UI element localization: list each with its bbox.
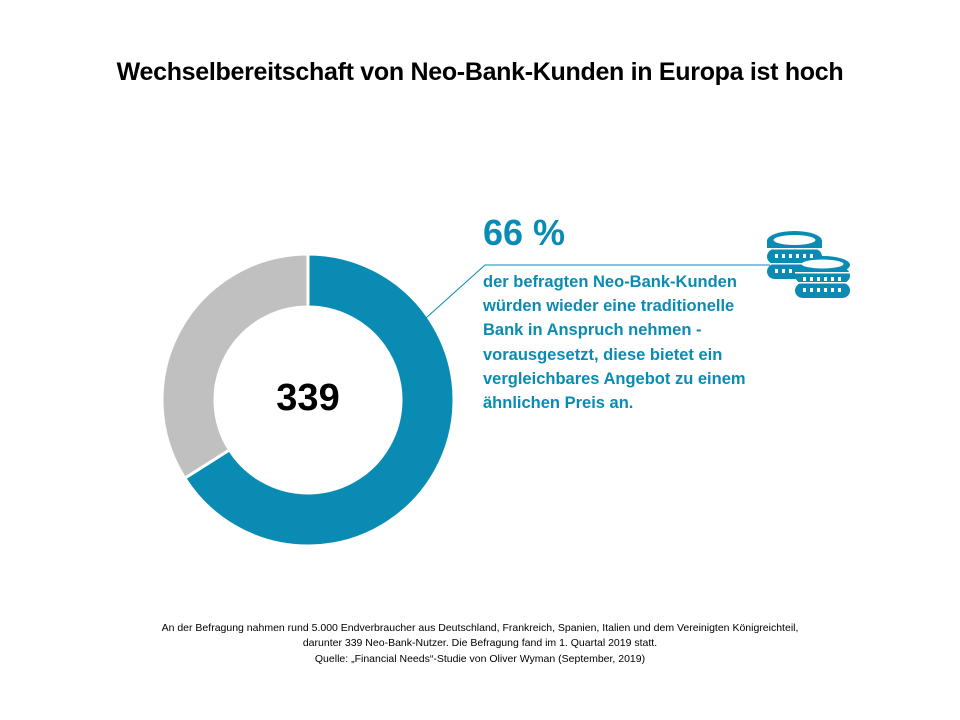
- callout-connector-line: [425, 264, 770, 319]
- coin-stacks-icon: [767, 231, 850, 298]
- footnote-line: darunter 339 Neo-Bank-Nutzer. Die Befrag…: [302, 637, 658, 650]
- description-line: vergleichbares Angebot zu einem: [483, 369, 746, 388]
- description-line: der befragten Neo-Bank-Kunden: [483, 273, 737, 291]
- donut-slice-1: [160, 252, 310, 481]
- description-line: würden wieder eine traditionelle: [483, 297, 735, 316]
- description-line: ähnlichen Preis an.: [483, 394, 634, 413]
- description-line: vorausgesetzt, diese bietet ein: [483, 345, 723, 364]
- source-line: Quelle: „Financial Needs“-Studie von Oli…: [314, 652, 646, 665]
- chart-title: Wechselbereitschaft von Neo-Bank-Kunden …: [116, 58, 844, 86]
- footnote-line: An der Befragung nahmen rund 5.000 Endve…: [161, 622, 799, 634]
- description-line: Bank in Anspruch nehmen -: [483, 321, 702, 340]
- footnote: An der Befragung nahmen rund 5.000 Endve…: [0, 621, 960, 667]
- donut-slices: [160, 252, 456, 548]
- donut-center-value: 339: [276, 377, 339, 419]
- highlight-percentage: 66 %: [483, 212, 566, 253]
- donut-slice-0: [182, 252, 456, 548]
- highlight-description: der befragten Neo-Bank-Kunden würden wie…: [483, 270, 768, 415]
